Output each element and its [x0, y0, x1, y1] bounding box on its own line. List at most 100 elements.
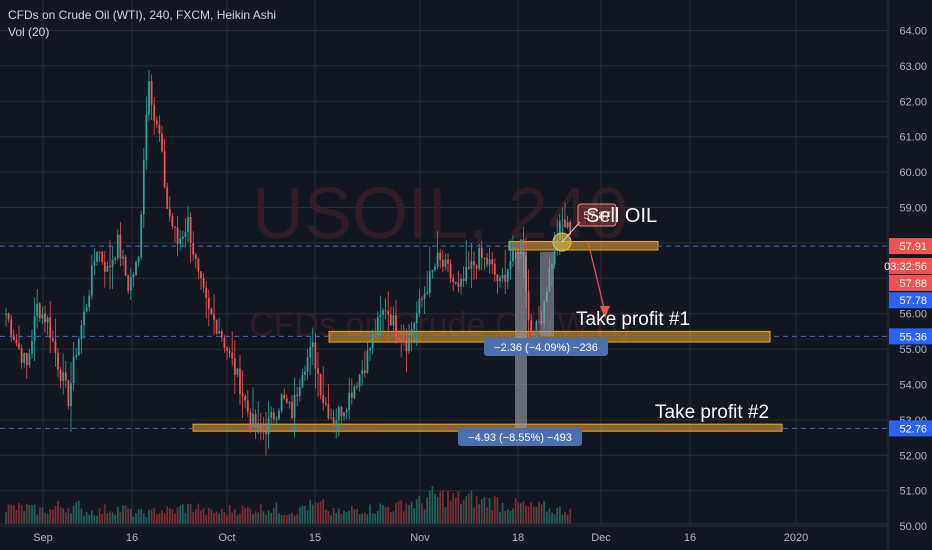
- volume-bar-161: [423, 509, 426, 524]
- sell-badge-box: [577, 203, 617, 227]
- volume-bar-33: [90, 510, 93, 524]
- volume-bar-34: [93, 515, 96, 524]
- volume-bar-183: [480, 499, 483, 524]
- volume-bar-116: [306, 510, 309, 524]
- volume-bar-160: [421, 503, 423, 524]
- volume-bar-49: [132, 516, 135, 524]
- candle-body-105: [278, 410, 280, 419]
- candle-body-38: [103, 262, 106, 272]
- candle-body-2: [10, 319, 13, 336]
- candle-body-192: [504, 274, 507, 282]
- candle-body-119: [314, 342, 317, 369]
- volume-bar-132: [348, 510, 351, 524]
- volume-bar-149: [392, 511, 395, 524]
- candle-body-79: [210, 308, 213, 315]
- volume-bar-211: [553, 514, 556, 524]
- volume-bar-165: [434, 493, 436, 524]
- volume-bar-79: [210, 509, 213, 524]
- volume-bar-77: [205, 514, 208, 524]
- candle-body-4: [15, 339, 18, 344]
- candle-body-97: [257, 423, 260, 428]
- candle-body-147: [387, 311, 390, 315]
- candle-body-154: [405, 342, 408, 352]
- candle-body-139: [366, 350, 369, 373]
- candle-body-148: [389, 314, 392, 326]
- candle-body-82: [218, 331, 221, 334]
- volume-bar-45: [122, 505, 124, 524]
- volume-bar-217: [569, 508, 572, 524]
- candle-body-170: [447, 259, 449, 264]
- volume-bar-36: [98, 508, 101, 524]
- volume-bar-190: [499, 512, 501, 524]
- candle-body-47: [127, 275, 130, 291]
- candle-body-57: [153, 104, 156, 121]
- callout-line: [561, 221, 581, 243]
- volume-bar-140: [369, 504, 371, 524]
- candle-body-14: [41, 313, 44, 319]
- candle-body-84: [223, 337, 226, 348]
- candle-body-110: [291, 402, 293, 419]
- volume-bar-164: [431, 486, 434, 524]
- candle-body-29: [80, 325, 83, 340]
- candle-body-16: [46, 317, 49, 323]
- volume-bar-184: [483, 497, 486, 524]
- volume-bar-57: [153, 507, 156, 524]
- volume-bar-50: [135, 513, 137, 524]
- volume-bar-194: [509, 510, 512, 524]
- candle-body-3: [12, 335, 15, 340]
- candle-body-187: [491, 259, 494, 264]
- volume-bar-133: [350, 505, 353, 524]
- volume-bar-136: [358, 514, 361, 524]
- candle-body-160: [421, 298, 423, 300]
- volume-bar-178: [467, 493, 470, 524]
- volume-bar-166: [436, 496, 439, 524]
- candle-body-178: [467, 266, 470, 269]
- volume-indicator-label[interactable]: Vol (20): [8, 25, 50, 39]
- candle-body-18: [51, 338, 54, 341]
- volume-bar-213: [558, 506, 561, 524]
- volume-bar-122: [322, 499, 325, 524]
- candle-body-41: [111, 259, 114, 268]
- volume-bar-20: [57, 501, 59, 524]
- y-tick-label: 60.00: [899, 167, 927, 179]
- candle-body-145: [382, 310, 384, 315]
- volume-bar-5: [18, 503, 20, 524]
- measure-bar-1: [540, 251, 554, 337]
- candle-body-45: [122, 256, 124, 259]
- price-label: 52.76: [899, 423, 927, 435]
- candle-body-96: [254, 413, 257, 428]
- y-tick-label: 64.00: [899, 26, 927, 38]
- volume-bar-117: [309, 499, 312, 524]
- volume-bar-120: [317, 503, 319, 524]
- candle-body-175: [460, 279, 462, 287]
- price-label: 03:32:56: [884, 261, 927, 273]
- candle-body-182: [478, 247, 481, 269]
- price-label-box-5: [889, 420, 932, 437]
- candle-body-99: [262, 431, 265, 433]
- x-tick-label: 2020: [784, 532, 808, 544]
- candle-body-37: [101, 251, 104, 263]
- candle-body-169: [444, 259, 447, 267]
- candle-body-174: [457, 283, 460, 287]
- candle-body-161: [423, 293, 426, 299]
- volume-bar-171: [449, 500, 452, 524]
- candle-body-76: [202, 278, 205, 288]
- candle-body-140: [369, 348, 371, 351]
- volume-bar-81: [215, 511, 218, 524]
- candle-body-60: [161, 133, 163, 152]
- volume-bar-111: [293, 515, 296, 524]
- candle-body-91: [241, 394, 244, 397]
- volume-bar-177: [465, 496, 468, 524]
- candle-body-40: [109, 265, 111, 268]
- volume-bar-186: [488, 497, 491, 524]
- candle-body-183: [480, 247, 483, 258]
- candle-body-6: [20, 348, 23, 363]
- y-tick-label: 52.00: [899, 450, 927, 462]
- candle-body-185: [486, 257, 488, 265]
- volume-bar-71: [189, 503, 192, 524]
- volume-bar-72: [192, 512, 195, 524]
- candle-body-190: [499, 277, 501, 282]
- candle-body-72: [192, 242, 195, 255]
- price-label: 57.91: [899, 241, 927, 253]
